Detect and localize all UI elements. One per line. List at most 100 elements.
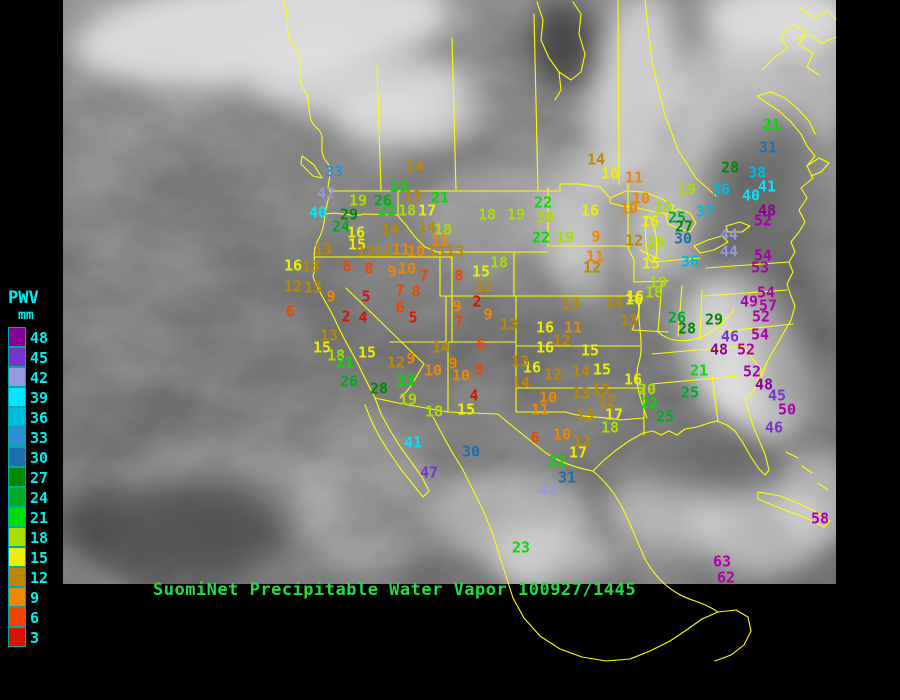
pwv-station: 7 <box>395 281 405 300</box>
pwv-station: 19 <box>348 191 368 210</box>
pwv-station: 48 <box>757 201 777 220</box>
pwv-station: 15 <box>592 360 612 379</box>
pwv-station: 8 <box>454 266 464 285</box>
pwv-station: 63 <box>712 552 732 571</box>
legend-swatch <box>8 527 26 547</box>
pwv-station: 26 <box>667 308 687 327</box>
pwv-station: 19 <box>555 228 575 247</box>
legend-value-label: 30 <box>30 449 49 467</box>
pwv-station: 4 <box>358 308 368 327</box>
legend-swatch <box>8 467 26 487</box>
pwv-station: 4 <box>469 386 479 405</box>
legend-scale-row: 3 <box>6 627 62 647</box>
pwv-station: 19 <box>398 390 418 409</box>
pwv-station: 46 <box>720 327 740 346</box>
pwv-station: 18 <box>600 418 620 437</box>
pwv-station: 45 <box>767 386 787 405</box>
pwv-station: 38 <box>747 163 767 182</box>
legend-value-label: 21 <box>30 509 49 527</box>
legend-value-label: 3 <box>30 629 40 647</box>
pwv-station: 19 <box>646 233 666 252</box>
pwv-station: 6 <box>530 428 540 447</box>
pwv-station: 20 <box>637 380 657 399</box>
pwv-station: 17 <box>604 405 624 424</box>
pwv-station: 13 <box>445 242 465 261</box>
legend-swatch <box>8 367 26 387</box>
pwv-station: 26 <box>373 191 393 210</box>
legend-value-label: 39 <box>30 389 49 407</box>
legend-swatch <box>8 427 26 447</box>
pwv-station: 10 <box>552 425 572 444</box>
pwv-station: 37 <box>695 202 715 221</box>
pwv-station: 48 <box>754 375 774 394</box>
pwv-station: 28 <box>677 319 697 338</box>
pwv-station: 17 <box>417 201 437 220</box>
pwv-station: 28 <box>720 158 740 177</box>
pwv-station: 15 <box>471 262 491 281</box>
pwv-station: 58 <box>810 509 830 528</box>
pwv-station: 12 <box>582 258 602 277</box>
pwv-station: 25 <box>655 407 675 426</box>
pwv-station: 54 <box>753 246 773 265</box>
pwv-station: 16 <box>346 223 366 242</box>
pwv-station: 13 <box>319 326 339 345</box>
pwv-station: 21 <box>762 115 782 134</box>
pwv-station: 62 <box>716 568 736 587</box>
pwv-station: 52 <box>751 307 771 326</box>
pwv-station: 57 <box>758 296 778 315</box>
legend-value-label: 36 <box>30 409 49 427</box>
pwv-station: 16 <box>535 338 555 357</box>
pwv-station: 19 <box>648 273 668 292</box>
legend-swatch <box>8 447 26 467</box>
product-caption: SuomiNet Precipitable Water Vapor 100927… <box>153 580 637 600</box>
pwv-station: 40 <box>308 203 328 222</box>
pwv-station: 14 <box>604 293 624 312</box>
pwv-station: 12 <box>356 242 376 261</box>
pwv-station: 41 <box>757 177 777 196</box>
legend-scale-row: 15 <box>6 547 62 567</box>
pwv-station: 50 <box>777 400 797 419</box>
pwv-station: 22 <box>531 228 551 247</box>
pwv-station: 48 <box>709 340 729 359</box>
satellite-image <box>63 0 836 584</box>
pwv-station: 18 <box>424 402 444 421</box>
legend-value-label: 18 <box>30 529 49 547</box>
pwv-station: 13 <box>575 405 595 424</box>
legend-scale-row: 24 <box>6 487 62 507</box>
pwv-station: 10 <box>538 388 558 407</box>
pwv-station: 29 <box>704 310 724 329</box>
pwv-station: 16 <box>283 256 303 275</box>
pwv-station: 9 <box>483 305 493 324</box>
pwv-station: 22 <box>533 193 553 212</box>
pwv-station: 14 <box>417 218 437 237</box>
legend-scale-row: 42 <box>6 367 62 387</box>
pwv-station: 41 <box>403 433 423 452</box>
legend-scale-row: 18 <box>6 527 62 547</box>
pwv-station: 18 <box>477 205 497 224</box>
pwv-station: 53 <box>750 258 770 277</box>
pwv-station: 15 <box>347 235 367 254</box>
pwv-station: 16 <box>623 370 643 389</box>
legend-value-label: 6 <box>30 609 40 627</box>
pwv-station: 16 <box>640 212 660 231</box>
pwv-station: 12 <box>386 353 406 372</box>
pwv-station: 22 <box>639 394 659 413</box>
pwv-station: 18 <box>433 220 453 239</box>
legend-value-label: 15 <box>30 549 49 567</box>
pwv-station: 18 <box>644 283 664 302</box>
pwv-station: 14 <box>571 362 591 381</box>
pwv-station: 25 <box>667 208 687 227</box>
pwv-station: 15 <box>357 343 377 362</box>
legend-value-label: 9 <box>30 589 40 607</box>
pwv-station: 5 <box>408 308 418 327</box>
pwv-station: 21 <box>689 361 709 380</box>
pwv-station: 11 <box>585 247 605 266</box>
pwv-station: 14 <box>380 220 400 239</box>
pwv-station: 11 <box>391 240 411 259</box>
pwv-station: 44 <box>719 242 739 261</box>
legend-value-label: 45 <box>30 349 49 367</box>
pwv-station: 31 <box>557 468 577 487</box>
